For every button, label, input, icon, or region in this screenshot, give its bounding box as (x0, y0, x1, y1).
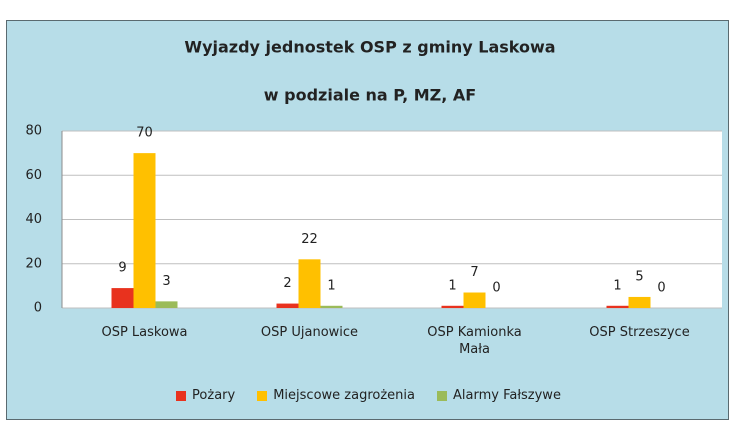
data-label: 7 (470, 265, 478, 280)
legend-item: Miejscowe zagrożenia (257, 388, 415, 403)
data-label: 9 (118, 261, 126, 276)
bar (155, 301, 178, 308)
legend: Pożary Miejscowe zagrożenia Alarmy Fałszyw… (0, 388, 737, 403)
data-label: 1 (448, 278, 456, 293)
data-label: 2 (283, 276, 291, 291)
bar (628, 296, 651, 308)
y-tick-label: 0 (34, 301, 42, 316)
bar (111, 288, 134, 308)
bar (320, 305, 343, 308)
y-tick-label: 20 (25, 256, 42, 271)
data-label: 3 (162, 274, 170, 289)
data-label: 0 (657, 281, 665, 296)
legend-label: Miejscowe zagrożenia (273, 388, 415, 403)
x-tick-label: OSP Laskowa (101, 325, 188, 340)
legend-swatch (176, 390, 187, 401)
legend-item: Alarmy Fałszywe (437, 388, 561, 403)
data-label: 5 (635, 269, 643, 284)
y-tick-label: 80 (25, 124, 42, 139)
bar (133, 153, 156, 308)
legend-swatch (437, 390, 447, 401)
bar (606, 305, 629, 308)
chart-title: Wyjazdy jednostek OSP z gminy Laskowa (184, 38, 555, 57)
data-label: 1 (327, 278, 335, 293)
bar (276, 303, 299, 308)
legend-item: Pożary (176, 388, 235, 403)
x-tick-label: OSP Kamionka Mała (427, 325, 522, 357)
data-label: 0 (492, 281, 500, 296)
bar (441, 305, 464, 308)
data-label: 22 (301, 232, 318, 247)
legend-swatch (257, 390, 268, 401)
bar (298, 259, 321, 308)
y-tick-label: 60 (25, 168, 42, 183)
data-label: 1 (613, 278, 621, 293)
x-tick-label: OSP Strzeszyce (589, 325, 690, 340)
bar (463, 292, 486, 308)
legend-label: Alarmy Fałszywe (453, 388, 561, 403)
data-label: 70 (136, 126, 153, 141)
y-tick-label: 40 (25, 212, 42, 227)
x-tick-label: OSP Ujanowice (260, 325, 359, 340)
chart-subtitle: w podziale na P, MZ, AF (264, 86, 476, 105)
legend-label: Pożary (192, 388, 236, 403)
